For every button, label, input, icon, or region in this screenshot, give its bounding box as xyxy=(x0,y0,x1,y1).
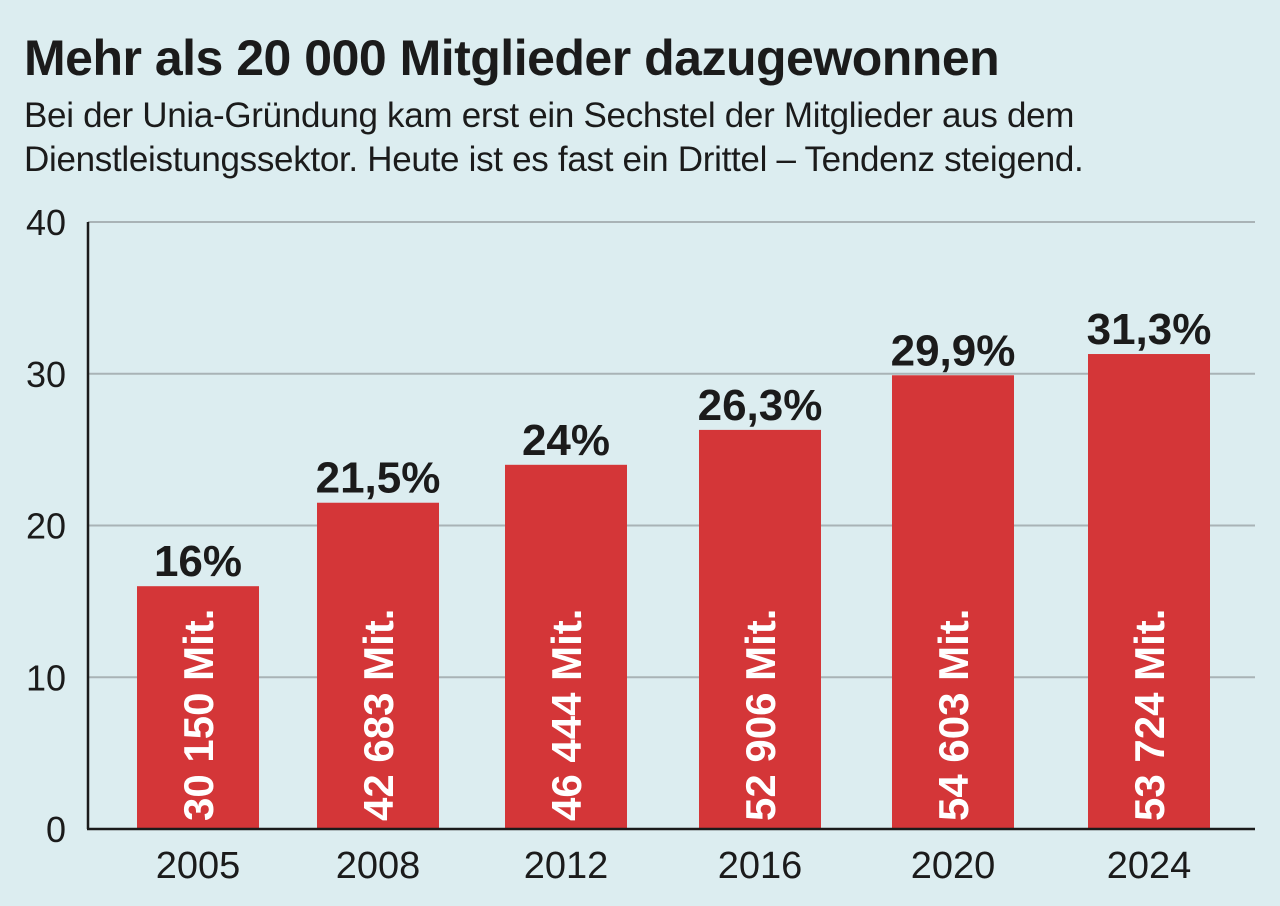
bars xyxy=(137,354,1210,829)
x-tick-label: 2016 xyxy=(718,845,803,887)
chart-subtitle: Bei der Unia-Gründung kam erst ein Sechs… xyxy=(24,96,1084,179)
x-tick-label: 2008 xyxy=(336,845,421,887)
value-label: 29,9% xyxy=(891,326,1016,375)
chart-title: Mehr als 20 000 Mitglieder dazugewonnen xyxy=(24,30,1000,86)
y-tick-label: 0 xyxy=(46,809,66,850)
x-tick-label: 2024 xyxy=(1107,845,1192,887)
x-tick-label: 2020 xyxy=(911,845,996,887)
value-label: 26,3% xyxy=(698,381,823,430)
axes xyxy=(86,222,1255,831)
bar-inner-label: 46 444 Mit. xyxy=(543,609,590,821)
bar xyxy=(892,375,1014,829)
bar-inner-label: 42 683 Mit. xyxy=(355,609,402,821)
y-tick-label: 10 xyxy=(26,657,66,698)
x-axis-ticks: 2005 2008 2012 2016 2020 2024 xyxy=(156,845,1192,887)
y-tick-label: 30 xyxy=(26,354,66,395)
x-tick-label: 2012 xyxy=(524,845,609,887)
x-tick-label: 2005 xyxy=(156,845,241,887)
bar xyxy=(317,502,439,829)
value-label: 16% xyxy=(154,537,242,586)
bar-inner-label: 54 603 Mit. xyxy=(930,609,977,821)
bar xyxy=(505,464,627,829)
bar-inner-label: 30 150 Mit. xyxy=(175,609,222,821)
bar xyxy=(137,586,259,829)
value-label: 24% xyxy=(522,416,610,465)
value-labels: 16% 21,5% 24% 26,3% 29,9% 31,3% xyxy=(154,305,1211,586)
bar-inner-label: 52 906 Mit. xyxy=(737,609,784,821)
value-label: 31,3% xyxy=(1087,305,1212,354)
gridlines xyxy=(88,221,1255,679)
bar-inner-label: 53 724 Mit. xyxy=(1126,609,1173,821)
bar-inner-labels: 30 150 Mit. 42 683 Mit. 46 444 Mit. 52 906 … xyxy=(175,609,1173,821)
y-tick-label: 40 xyxy=(26,202,66,243)
bar xyxy=(699,429,821,829)
y-axis-ticks: 0 10 20 30 40 xyxy=(26,202,66,850)
bar xyxy=(1088,354,1210,829)
y-tick-label: 20 xyxy=(26,506,66,547)
value-label: 21,5% xyxy=(316,454,441,503)
